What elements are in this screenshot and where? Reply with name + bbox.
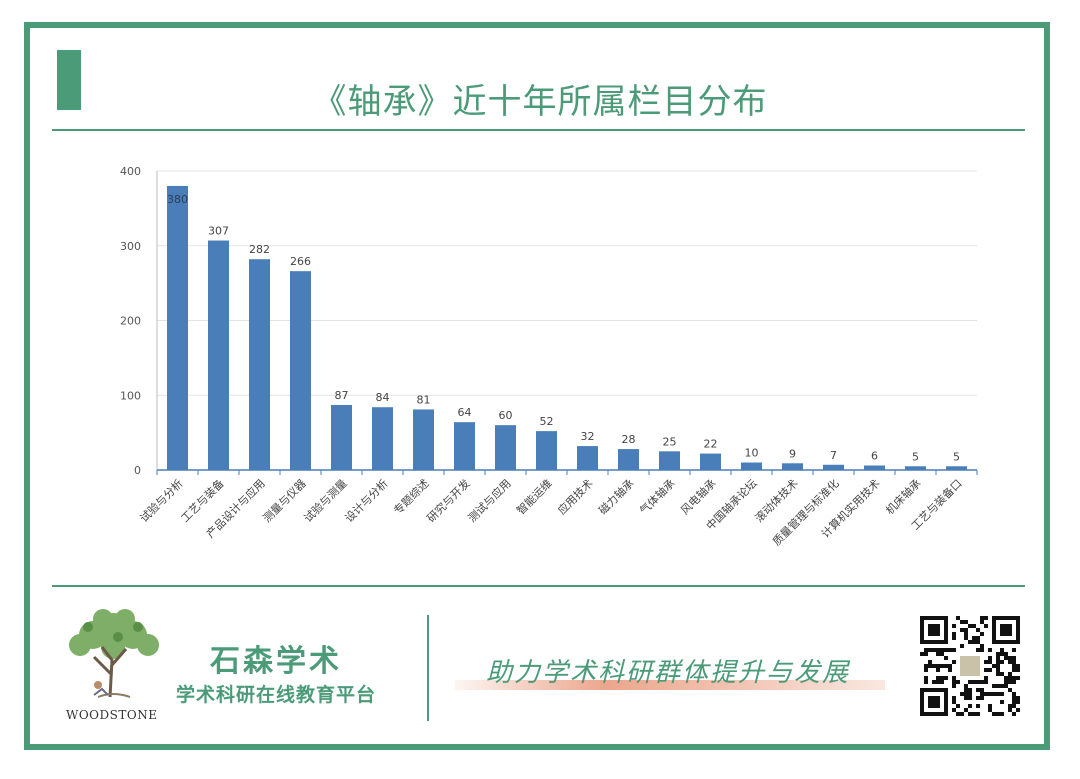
data-label: 52 <box>540 415 554 428</box>
bar-chart: 0 100 200 300 400 380 307 282 266 87 84 81 64 60 52 32 2… <box>120 165 978 548</box>
bar <box>823 464 844 470</box>
bar <box>700 453 721 470</box>
bar <box>454 422 475 470</box>
footer-divider <box>52 585 1025 587</box>
data-label: 6 <box>871 450 878 463</box>
bar <box>618 449 639 470</box>
footer-separator <box>427 615 429 721</box>
bar <box>372 407 393 470</box>
data-label: 5 <box>953 450 960 463</box>
brand-name: 石森学术 <box>210 644 342 679</box>
qr-code-icon <box>920 616 1020 716</box>
y-tick-label: 0 <box>134 464 141 477</box>
bar <box>167 185 188 470</box>
data-label: 64 <box>458 406 472 419</box>
data-label: 307 <box>208 225 229 238</box>
bar <box>741 462 762 470</box>
bar <box>249 259 270 470</box>
title-divider <box>52 129 1025 131</box>
x-tick-label: 智能运维 <box>514 476 555 517</box>
bar <box>659 451 680 470</box>
bar <box>208 240 229 470</box>
data-label: 266 <box>290 255 311 268</box>
x-tick-label: 气体轴承 <box>637 476 678 517</box>
data-label: 28 <box>622 433 636 446</box>
bar <box>495 425 516 470</box>
x-tick-label: 设计与分析 <box>342 476 391 525</box>
data-label: 9 <box>789 447 796 460</box>
y-tick-label: 200 <box>120 315 141 328</box>
bar <box>413 409 434 470</box>
data-label: 5 <box>912 450 919 463</box>
data-label: 32 <box>581 430 595 443</box>
x-tick-label: 专题综述 <box>391 476 432 517</box>
x-tick-label: 研究与开发 <box>424 476 473 525</box>
data-label: 84 <box>376 391 390 404</box>
bar <box>864 465 885 470</box>
data-label: 10 <box>745 447 759 460</box>
y-tick-label: 400 <box>120 165 141 178</box>
data-label: 60 <box>499 409 513 422</box>
bar <box>290 271 311 470</box>
bar <box>536 431 557 470</box>
bar <box>577 446 598 470</box>
data-label: 282 <box>249 243 270 256</box>
x-tick-label: 风电轴承 <box>678 476 719 517</box>
slogan: 助力学术科研群体提升与发展 <box>486 658 851 688</box>
bar <box>905 466 926 470</box>
data-label: 22 <box>704 438 718 451</box>
page-frame <box>24 22 1050 750</box>
bar <box>782 463 803 470</box>
page-title: 《轴承》近十年所属栏目分布 <box>312 82 768 122</box>
data-label: 7 <box>830 449 837 462</box>
x-tick-label: 磁力轴承 <box>596 476 637 517</box>
x-tick-label: 测试与应用 <box>465 476 514 525</box>
x-tick-label: 测量与仪器 <box>261 477 309 525</box>
y-tick-label: 300 <box>120 240 141 253</box>
x-tick-label: 试验与测量 <box>301 476 350 525</box>
data-label: 81 <box>417 393 431 406</box>
x-tick-label: 机床轴承 <box>883 476 924 517</box>
bar <box>946 466 967 470</box>
x-tick-label: 应用技术 <box>555 476 596 517</box>
data-label: 87 <box>335 389 349 402</box>
brand-subtitle: 学术科研在线教育平台 <box>176 684 377 706</box>
bar <box>331 404 352 470</box>
woodstone-tree-logo <box>69 609 159 698</box>
slogan-highlight <box>455 680 885 690</box>
data-label: 25 <box>663 435 677 448</box>
woodstone-logo-text: WOODSTONE <box>66 708 158 722</box>
title-accent-bar <box>57 50 81 110</box>
y-tick-label: 100 <box>120 389 141 402</box>
data-label: 380 <box>167 193 188 206</box>
x-tick-label: 试验与分析 <box>137 476 186 525</box>
